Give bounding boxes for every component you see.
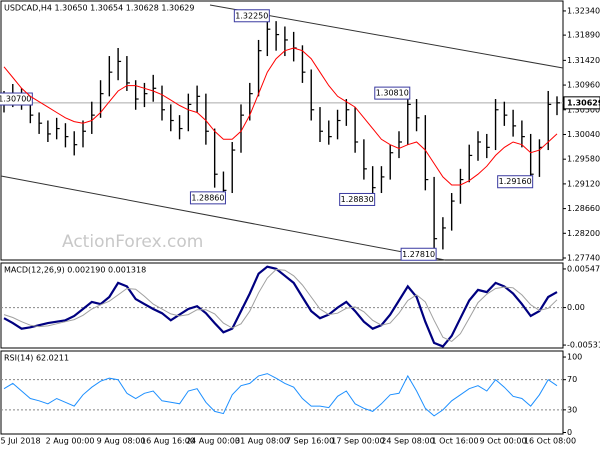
y-tick-label: 100 [567,353,582,362]
y-tick-label: 1.30500 [567,105,600,114]
last-price-label: 1.30629 [567,98,600,107]
last-price-box [563,96,600,110]
x-tick-label: 31 Aug 08:00 [235,437,289,446]
x-tick-label: 25 Jul 2018 [0,437,41,446]
y-tick-label: -0.005314 [567,341,600,350]
y-tick-label: 0.00 [567,303,585,312]
y-tick-label: 0 [567,428,572,437]
annotation-label: 1.30810 [376,89,409,98]
x-tick-label: 7 Sep 16:00 [286,437,334,446]
annotation-label: 1.28860 [191,193,224,202]
y-tick-label: 1.29580 [567,155,600,164]
y-tick-label: 1.31890 [567,31,600,40]
y-tick-label: 1.32340 [567,6,600,15]
y-tick-label: 1.28200 [567,229,600,238]
annotation-box [497,175,534,189]
channel-lower [0,175,446,261]
x-tick-label: 24 Sep 08:00 [381,437,434,446]
annotation-box [400,247,437,261]
y-tick-label: 70 [567,375,577,384]
y-tick-label: 1.27740 [567,254,600,263]
annotation-label: 1.30700 [0,95,31,104]
x-tick-label: 2 Aug 00:00 [46,437,95,446]
price-title: USDCAD,H4 1.30650 1.30654 1.30628 1.3062… [4,4,194,13]
x-tick-label: 17 Sep 00:00 [331,437,384,446]
macd-panel [0,262,564,349]
x-tick-label: 16 Oct 08:00 [524,437,576,446]
y-tick-label: 0.005478 [567,264,600,273]
rsi-title: RSI(14) 62.0211 [4,354,69,363]
annotation-box [189,191,226,205]
y-tick-label: 1.29120 [567,179,600,188]
annotation-label: 1.32250 [235,11,268,20]
watermark: ActionForex.com [62,232,203,252]
annotation-box [374,86,411,100]
y-tick-label: 30 [567,405,577,414]
series-line [3,265,558,348]
annotation-label: 1.29160 [499,177,532,186]
price-panel [0,0,564,261]
x-tick-label: 9 Oct 00:00 [479,437,526,446]
rsi-panel [0,350,564,435]
macd-title: MACD(12,26,9) 0.002190 0.001318 [4,266,146,275]
y-tick-label: 1.30960 [567,81,600,90]
series-line [3,373,558,417]
x-tick-label: 9 Aug 08:00 [97,437,146,446]
y-tick-label: 1.30040 [567,130,600,139]
x-tick-label: 16 Aug 16:00 [141,437,195,446]
y-tick-label: 1.28660 [567,204,600,213]
x-tick-label: 1 Oct 16:00 [431,437,478,446]
annotation-box [0,92,33,106]
annotation-label: 1.28830 [341,195,374,204]
annotation-label: 1.27810 [402,250,435,259]
annotation-box [233,9,270,23]
x-tick-label: 24 Aug 00:00 [186,437,240,446]
annotation-box [339,192,376,206]
series-line [3,268,558,342]
series-line [3,47,558,186]
y-tick-label: 1.31420 [567,56,600,65]
